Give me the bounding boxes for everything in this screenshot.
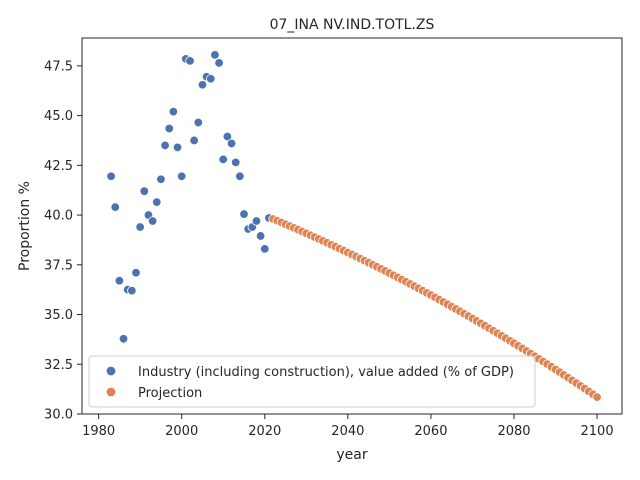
x-axis-label: year bbox=[336, 447, 367, 463]
data-point-industry bbox=[118, 334, 129, 344]
data-point-industry bbox=[230, 157, 241, 168]
data-point-industry bbox=[210, 50, 220, 60]
data-point-industry bbox=[168, 106, 179, 117]
y-tick-label: 30.0 bbox=[44, 408, 73, 423]
data-point-industry bbox=[152, 197, 162, 207]
data-point-industry bbox=[176, 171, 187, 181]
legend-box bbox=[88, 355, 536, 408]
legend-label-industry: Industry (including construction), value… bbox=[138, 365, 514, 380]
x-tick-label: 2000 bbox=[165, 424, 198, 439]
data-point-industry bbox=[156, 174, 166, 184]
x-tick-label: 2020 bbox=[248, 424, 281, 439]
data-point-industry bbox=[222, 131, 233, 142]
y-tick-label: 32.5 bbox=[44, 358, 73, 373]
data-point-industry bbox=[235, 171, 245, 181]
data-point-industry bbox=[160, 140, 170, 151]
data-point-industry bbox=[185, 56, 195, 66]
data-point-industry bbox=[139, 186, 150, 196]
data-point-industry bbox=[127, 285, 137, 296]
y-tick-label: 35.0 bbox=[44, 308, 73, 323]
data-point-industry bbox=[106, 171, 116, 181]
y-tick-label: 37.5 bbox=[44, 258, 73, 273]
data-point-industry bbox=[206, 74, 216, 84]
data-points bbox=[106, 50, 602, 402]
data-point-industry bbox=[193, 117, 204, 128]
y-axis-ticks: 30.0 32.5 35.0 37.5 40.0 42.5 45.0 47.5 bbox=[44, 59, 82, 423]
y-tick-label: 42.5 bbox=[44, 159, 73, 174]
data-point-industry bbox=[114, 276, 125, 286]
legend-marker-projection bbox=[105, 386, 117, 398]
data-point-projection bbox=[592, 392, 602, 402]
chart-title: 07_INA NV.IND.TOTL.ZS bbox=[270, 17, 435, 33]
data-point-industry bbox=[239, 209, 249, 219]
x-axis-ticks: 1980 2000 2020 2040 2060 2080 2100 bbox=[82, 414, 614, 439]
x-tick-label: 2100 bbox=[581, 424, 614, 439]
data-point-industry bbox=[110, 202, 120, 212]
data-point-industry bbox=[214, 58, 224, 68]
data-point-industry bbox=[164, 123, 174, 134]
data-point-industry bbox=[197, 80, 208, 90]
data-point-industry bbox=[189, 135, 199, 146]
x-tick-label: 2080 bbox=[497, 424, 530, 439]
y-tick-label: 47.5 bbox=[44, 59, 73, 74]
data-point-industry bbox=[172, 142, 183, 153]
y-axis-label: Proportion % bbox=[17, 181, 33, 271]
data-point-industry bbox=[131, 268, 141, 278]
data-point-industry bbox=[226, 138, 237, 149]
x-tick-label: 1980 bbox=[82, 424, 115, 439]
data-point-industry bbox=[218, 154, 228, 165]
legend-label-projection: Projection bbox=[138, 386, 202, 401]
legend: Industry (including construction), value… bbox=[88, 355, 536, 408]
x-tick-label: 2040 bbox=[331, 424, 364, 439]
data-point-industry bbox=[135, 222, 145, 232]
data-point-industry bbox=[255, 231, 266, 241]
legend-marker-industry bbox=[105, 365, 117, 377]
x-tick-label: 2060 bbox=[414, 424, 447, 439]
data-point-industry bbox=[147, 216, 158, 226]
y-tick-label: 45.0 bbox=[44, 109, 73, 124]
data-point-industry bbox=[251, 216, 262, 226]
y-tick-label: 40.0 bbox=[44, 209, 73, 224]
data-point-industry bbox=[260, 244, 270, 254]
